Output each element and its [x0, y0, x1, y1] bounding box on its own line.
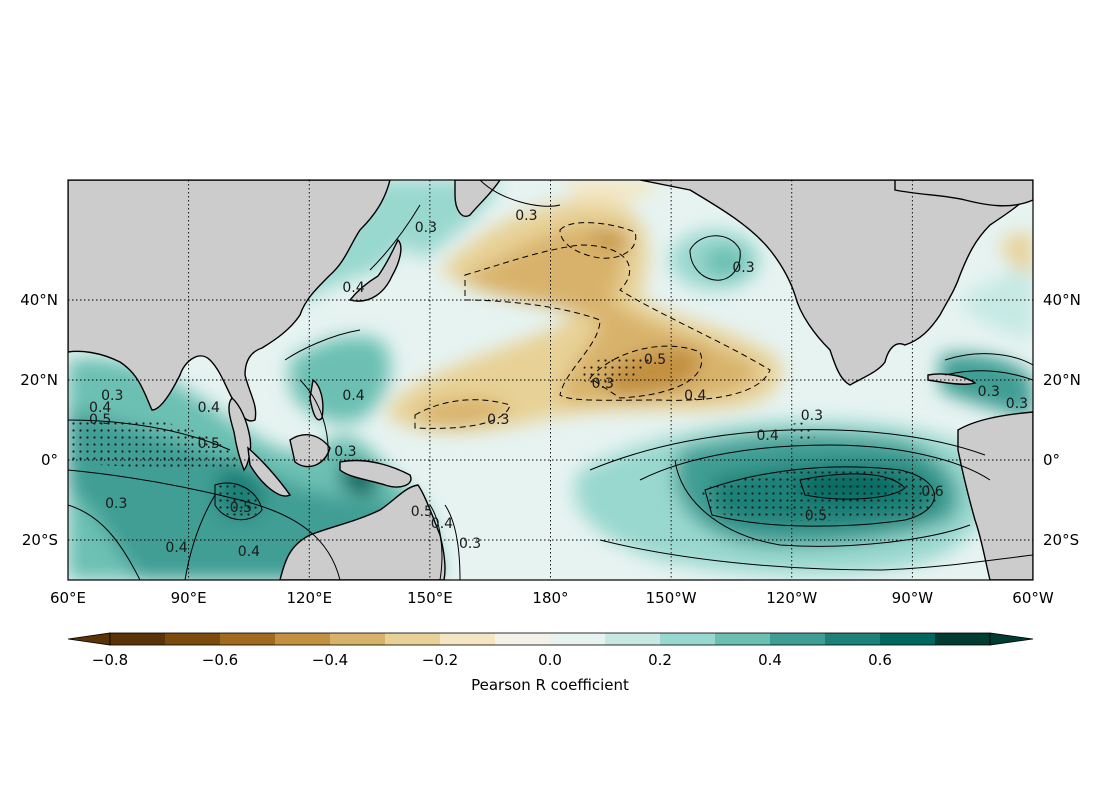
latitude-tick-label: 20°N — [20, 371, 58, 389]
colorbar-swatch — [715, 633, 771, 645]
latitude-tick-label: 20°S — [22, 531, 58, 549]
contour-label: 0.3 — [459, 536, 481, 552]
longitude-tick-label: 60°W — [1012, 589, 1054, 607]
colorbar-tick-label: −0.4 — [312, 651, 348, 669]
contour-label: 0.3 — [732, 260, 754, 276]
latitude-tick-label: 20°N — [1043, 371, 1081, 389]
south-america-landmass — [957, 411, 1033, 580]
greenland-corner — [894, 180, 1033, 207]
japan-landmass — [348, 238, 402, 302]
latitude-tick-label: 0° — [1043, 451, 1060, 469]
contour-label: 0.4 — [165, 540, 187, 556]
colorbar-swatch — [935, 633, 991, 645]
contour-label: 0.4 — [431, 516, 453, 532]
latitude-tick-labels-left: 40°N 20°N 0° 20°S — [20, 291, 58, 549]
contour-label: 0.5 — [230, 500, 252, 516]
contour-label: 0.3 — [801, 408, 823, 424]
australia-landmass — [279, 484, 446, 580]
colorbar-swatches — [67, 632, 1034, 646]
colorbar-label: Pearson R coefficient — [471, 676, 629, 694]
longitude-tick-label: 60°E — [50, 589, 86, 607]
colorbar-outline — [109, 632, 991, 646]
colorbar-swatch — [495, 633, 551, 645]
map-frame — [67, 179, 1034, 581]
contour-label: 0.3 — [487, 412, 509, 428]
latitude-tick-label: 40°N — [1043, 291, 1081, 309]
colorbar-tick-label: 0.0 — [538, 651, 562, 669]
contour-label: 0.4 — [684, 388, 706, 404]
longitude-tick-label: 150°E — [407, 589, 453, 607]
colorbar-tick-labels: −0.8 −0.6 −0.4 −0.2 0.0 0.2 0.4 0.6 — [92, 651, 892, 669]
latitude-tick-label: 20°S — [1043, 531, 1079, 549]
contour-label: 0.3 — [592, 376, 614, 392]
colorbar-swatch — [770, 633, 826, 645]
contour-label: 0.4 — [756, 428, 778, 444]
colorbar-extend-min — [67, 632, 111, 646]
contour-lines — [68, 180, 1033, 580]
contour-label: 0.3 — [334, 444, 356, 460]
significance-stippling — [68, 354, 938, 521]
latitude-tick-label: 40°N — [20, 291, 58, 309]
kamchatka-landmass — [454, 180, 501, 217]
longitude-tick-label: 90°E — [171, 589, 207, 607]
colorbar-swatch — [385, 633, 441, 645]
colorbar-swatch — [110, 633, 166, 645]
sumatra-landmass — [247, 446, 292, 497]
latitude-tick-label: 0° — [41, 451, 58, 469]
longitude-tick-labels: 60°E 90°E 120°E 150°E 180° 150°W 120°W 90°W 60°W — [50, 589, 1054, 607]
north-america-landmass — [639, 180, 1033, 386]
longitude-tick-label: 120°E — [286, 589, 332, 607]
colorbar-swatch — [660, 633, 716, 645]
colorbar-tick-label: 0.4 — [758, 651, 782, 669]
colorbar-swatch — [165, 633, 221, 645]
indochina-landmass — [228, 397, 252, 472]
contour-label: 0.5 — [644, 352, 666, 368]
colorbar-extend-max — [989, 632, 1034, 646]
contour-label: 0.3 — [415, 220, 437, 236]
colorbar: −0.8 −0.6 −0.4 −0.2 0.0 0.2 0.4 0.6 Pearson R c… — [67, 632, 1034, 694]
map-panel: 0.50.40.30.40.50.30.40.50.40.40.30.50.40… — [20, 179, 1081, 607]
colorbar-swatch — [605, 633, 661, 645]
longitude-tick-label: 90°W — [892, 589, 934, 607]
contour-label: 0.5 — [805, 508, 827, 524]
latitude-tick-labels-right: 40°N 20°N 0° 20°S — [1043, 291, 1081, 549]
contour-label: 0.5 — [89, 412, 111, 428]
colorbar-tick-label: 0.2 — [648, 651, 672, 669]
colorbar-swatch — [825, 633, 881, 645]
new-guinea-landmass — [339, 459, 412, 488]
longitude-tick-label: 180° — [532, 589, 568, 607]
contour-label: 0.3 — [1006, 396, 1028, 412]
negative-contour-lines — [414, 222, 771, 429]
contour-label: 0.5 — [198, 436, 220, 452]
colorbar-swatch — [330, 633, 386, 645]
contour-label: 0.3 — [105, 496, 127, 512]
contour-label: 0.4 — [238, 544, 260, 560]
contour-label: 0.5 — [411, 504, 433, 520]
colorbar-tick-label: 0.6 — [868, 651, 892, 669]
gridlines — [68, 180, 1033, 580]
contour-label: 0.3 — [515, 208, 537, 224]
colorbar-swatch — [550, 633, 606, 645]
contour-label: 0.4 — [342, 388, 364, 404]
colorbar-tick-label: −0.6 — [202, 651, 238, 669]
contour-label: 0.4 — [198, 400, 220, 416]
longitude-tick-label: 150°W — [646, 589, 697, 607]
colorbar-swatch — [220, 633, 276, 645]
contour-label: 0.6 — [921, 484, 943, 500]
borneo-landmass — [289, 434, 331, 468]
colorbar-swatch — [880, 633, 936, 645]
longitude-tick-label: 120°W — [766, 589, 817, 607]
colorbar-swatch — [275, 633, 331, 645]
colorbar-tick-label: −0.2 — [422, 651, 458, 669]
contour-labels: 0.50.40.30.40.50.30.40.50.40.40.30.50.40… — [89, 208, 1028, 560]
colorbar-swatch — [440, 633, 496, 645]
contour-label: 0.4 — [89, 400, 111, 416]
contour-label: 0.3 — [978, 384, 1000, 400]
contour-label: 0.4 — [342, 280, 364, 296]
contour-label: 0.3 — [101, 388, 123, 404]
colorbar-tick-label: −0.8 — [92, 651, 128, 669]
cuba-landmass — [927, 373, 977, 385]
